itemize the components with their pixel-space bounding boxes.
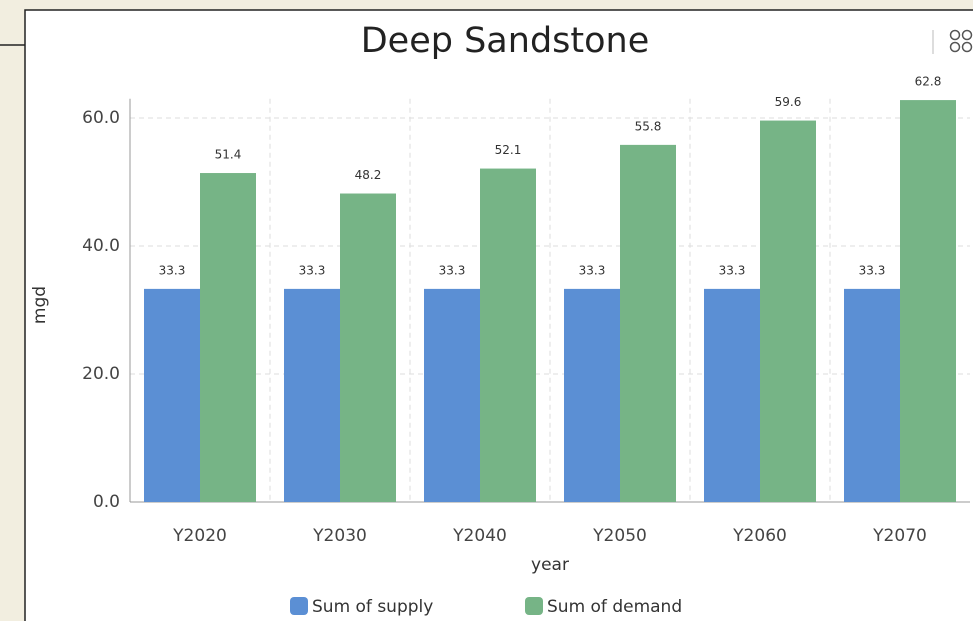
- y-tick-label: 20.0: [82, 364, 120, 384]
- bar: [200, 173, 256, 503]
- bar: [144, 288, 200, 502]
- legend-swatch: [525, 597, 543, 615]
- bar: [760, 120, 816, 502]
- value-label: 33.3: [299, 263, 326, 277]
- x-tick-label: Y2030: [312, 526, 367, 546]
- value-label: 55.8: [635, 119, 662, 133]
- y-tick-label: 60.0: [82, 108, 120, 128]
- chart-title: Deep Sandstone: [361, 21, 650, 61]
- y-tick-label: 40.0: [82, 236, 120, 256]
- value-label: 33.3: [159, 263, 186, 277]
- x-tick-label: Y2040: [452, 526, 507, 546]
- legend-swatch: [290, 597, 308, 615]
- value-label: 33.3: [859, 263, 886, 277]
- x-tick-label: Y2060: [732, 526, 787, 546]
- x-tick-label: Y2070: [872, 526, 927, 546]
- bar: [900, 100, 956, 502]
- bar: [424, 288, 480, 502]
- value-label: 33.3: [719, 263, 746, 277]
- x-tick-label: Y2020: [172, 526, 227, 546]
- legend-label: Sum of demand: [547, 597, 682, 617]
- bar: [284, 288, 340, 502]
- bar: [620, 144, 676, 502]
- value-label: 52.1: [495, 143, 522, 157]
- bar: [340, 193, 396, 502]
- y-tick-label: 0.0: [93, 492, 120, 512]
- bar: [564, 288, 620, 502]
- value-label: 33.3: [439, 263, 466, 277]
- bar: [844, 288, 900, 502]
- x-tick-label: Y2050: [592, 526, 647, 546]
- value-label: 48.2: [355, 168, 382, 182]
- menu-icon[interactable]: [949, 29, 973, 53]
- legend-label: Sum of supply: [312, 597, 433, 617]
- value-label: 59.6: [775, 95, 802, 109]
- bar: [704, 288, 760, 502]
- bar: [480, 168, 536, 502]
- value-label: 33.3: [579, 263, 606, 277]
- value-label: 51.4: [215, 148, 242, 162]
- x-axis-label: year: [531, 555, 569, 575]
- value-label: 62.8: [915, 75, 942, 89]
- y-axis-label: mgd: [30, 286, 50, 324]
